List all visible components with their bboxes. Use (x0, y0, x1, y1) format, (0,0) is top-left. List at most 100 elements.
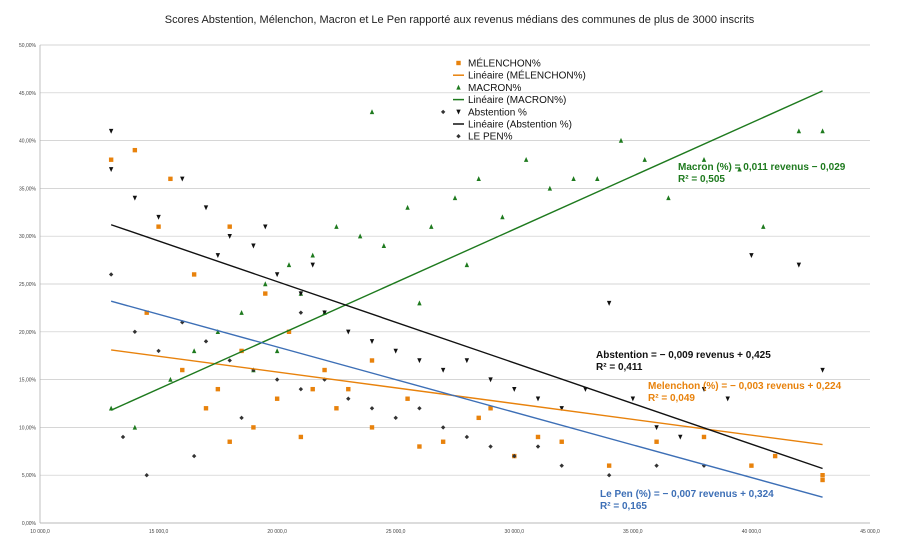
data-point (346, 396, 351, 401)
data-point (156, 224, 161, 229)
data-point (108, 272, 114, 277)
trend-equation: Le Pen (%) = − 0,007 revenus + 0,324 (600, 489, 774, 500)
data-point (405, 204, 410, 210)
data-point (369, 425, 375, 430)
data-point (701, 386, 707, 392)
data-point (417, 300, 422, 306)
data-point (203, 406, 209, 411)
y-tick-label: 30,00% (19, 234, 37, 240)
data-point (263, 224, 268, 230)
data-point (488, 444, 493, 449)
data-point (642, 157, 647, 162)
trend-r2: R² = 0,505 (678, 174, 725, 185)
data-point (274, 272, 280, 278)
legend-swatch (456, 109, 461, 115)
data-point (417, 358, 422, 364)
x-tick-label: 20 000,0 (267, 529, 287, 535)
data-point (310, 386, 315, 392)
x-tick-label: 45 000,0 (860, 529, 880, 535)
trend-r2: R² = 0,165 (600, 501, 647, 512)
grid (39, 44, 870, 524)
y-tick-label: 25,00% (19, 282, 37, 288)
data-point (772, 453, 778, 459)
data-point (440, 439, 446, 444)
data-point (346, 329, 351, 335)
data-point (227, 224, 232, 229)
data-point (701, 157, 707, 162)
data-point (654, 439, 659, 444)
data-point (488, 377, 493, 383)
trend-line (111, 349, 823, 446)
x-tick-label: 40 000,0 (742, 529, 762, 535)
y-tick-label: 50,00% (19, 43, 37, 49)
data-point (298, 310, 304, 315)
data-point (440, 109, 446, 115)
data-point (215, 386, 221, 392)
data-point (440, 367, 446, 373)
data-point (191, 272, 197, 277)
data-point (749, 253, 754, 259)
data-point (286, 262, 292, 268)
y-tick-label: 5,00% (22, 473, 37, 479)
y-tick-label: 10,00% (19, 425, 37, 431)
trend-annotations: Melenchon (%) = − 0,003 revenus + 0,224R… (596, 162, 846, 512)
data-point (452, 195, 458, 201)
data-point (606, 463, 612, 468)
data-point (654, 425, 659, 431)
data-point (547, 185, 553, 191)
x-tick-label: 10 000,0 (30, 529, 50, 535)
legend-label: Linéaire (Abstention %) (468, 120, 572, 131)
data-point (298, 434, 304, 440)
data-point (488, 406, 493, 411)
x-tick-label: 15 000,0 (149, 529, 169, 535)
y-tick-label: 45,00% (19, 91, 37, 97)
data-point (144, 473, 149, 478)
data-point (512, 453, 517, 459)
data-point (227, 358, 232, 363)
data-point (168, 176, 173, 182)
data-point (464, 358, 470, 364)
data-point (393, 348, 398, 354)
data-point (108, 128, 114, 134)
data-point (796, 262, 802, 268)
data-point (298, 291, 304, 297)
chart-title: Scores Abstention, Mélenchon, Macron et … (164, 14, 755, 26)
y-tick-label: 40,00% (19, 139, 37, 145)
data-point (761, 223, 766, 229)
data-point (618, 137, 624, 143)
data-point (132, 147, 138, 153)
trend-r2: R² = 0,411 (596, 362, 643, 373)
data-point (820, 367, 825, 373)
data-point (512, 386, 517, 392)
data-point (274, 396, 280, 401)
data-point (263, 281, 268, 287)
data-point (701, 434, 707, 440)
data-point (251, 243, 256, 249)
y-tick-label: 35,00% (19, 186, 37, 192)
data-point (322, 310, 327, 316)
data-point (405, 396, 410, 401)
data-point (476, 415, 481, 421)
y-axis-ticks: 0,00% 5,00% 10,00% 15,00% 20,00% 25,00% 30,00%… (19, 43, 37, 527)
data-point (156, 214, 161, 220)
data-point (393, 415, 398, 421)
data-point (440, 425, 446, 430)
data-point (144, 310, 149, 315)
data-point (239, 309, 244, 315)
data-point (654, 463, 659, 468)
trend-lines (110, 90, 823, 498)
data-point (559, 406, 564, 411)
data-point (429, 223, 434, 229)
legend-label: LE PEN% (468, 132, 513, 143)
data-point (571, 176, 576, 182)
trend-line (110, 90, 823, 411)
data-point (203, 339, 209, 344)
y-tick-label: 0,00% (22, 521, 37, 527)
data-point (132, 424, 138, 430)
trend-equation: Melenchon (%) = − 0,003 revenus + 0,224 (648, 381, 842, 392)
legend-swatch (456, 84, 461, 90)
trend-equation: Macron (%) = 0,011 revenus − 0,029 (678, 162, 846, 173)
trend-r2: R² = 0,049 (648, 393, 695, 404)
data-point (298, 386, 304, 392)
